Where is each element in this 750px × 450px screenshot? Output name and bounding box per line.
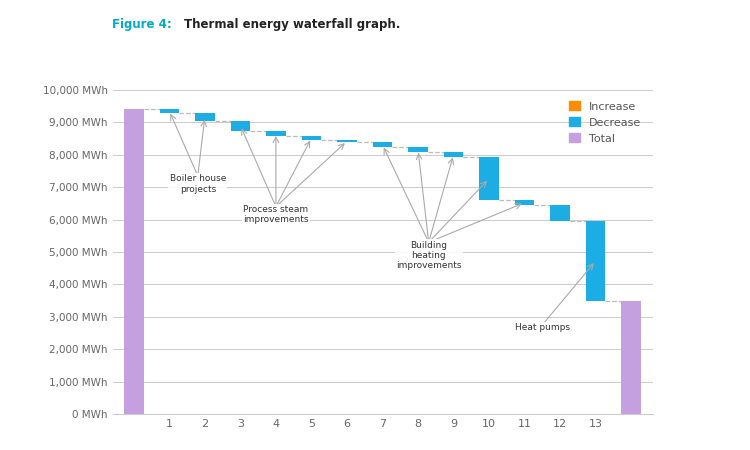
Text: Building
heating
improvements: Building heating improvements: [396, 241, 461, 270]
Text: Figure 4:: Figure 4:: [112, 18, 172, 31]
Bar: [444, 152, 464, 157]
Legend: Increase, Decrease, Total: Increase, Decrease, Total: [563, 95, 647, 149]
Bar: [160, 109, 179, 112]
Bar: [195, 112, 214, 121]
Bar: [266, 130, 286, 136]
Bar: [231, 121, 251, 130]
Text: Heat pumps: Heat pumps: [514, 323, 570, 332]
Text: Boiler house
projects: Boiler house projects: [170, 174, 226, 194]
Bar: [338, 140, 357, 143]
Bar: [373, 143, 392, 147]
Bar: [622, 301, 641, 414]
Bar: [302, 136, 321, 140]
Bar: [514, 200, 534, 205]
Bar: [408, 147, 428, 152]
Bar: [550, 205, 570, 221]
Text: Process steam
improvements: Process steam improvements: [243, 205, 309, 225]
Bar: [479, 157, 499, 200]
Bar: [586, 221, 605, 301]
Bar: [124, 109, 143, 414]
Text: Thermal energy waterfall graph.: Thermal energy waterfall graph.: [184, 18, 400, 31]
